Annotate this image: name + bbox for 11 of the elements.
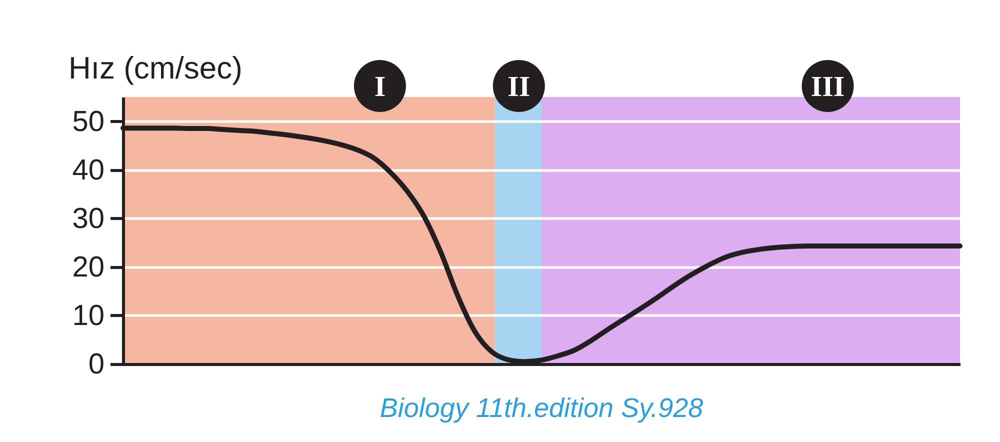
- annotation: II: [508, 71, 530, 103]
- annotation: I: [374, 71, 386, 103]
- y-tick-label: 30: [72, 202, 104, 235]
- y-tick-label: 0: [88, 348, 104, 380]
- text: Biology 11th.edition Sy.928: [380, 393, 704, 423]
- annotation: III: [810, 71, 845, 103]
- y-tick-label: 10: [72, 300, 104, 332]
- y-tick-label: 40: [72, 154, 104, 186]
- y-tick-label: 50: [72, 106, 104, 138]
- y-tick-label: 20: [72, 251, 104, 284]
- y-axis-title: Hız (cm/sec): [68, 50, 242, 86]
